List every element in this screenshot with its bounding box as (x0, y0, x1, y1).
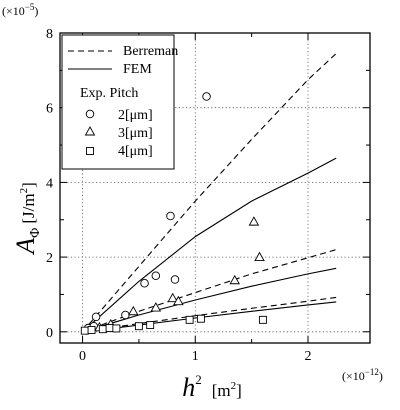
series-layer (82, 53, 337, 333)
data-point-circle (140, 278, 149, 288)
data-point-circle (202, 92, 211, 101)
x-tick-label: 2 (305, 349, 312, 364)
data-point-circle (151, 271, 161, 281)
y-tick-label: 0 (46, 326, 53, 341)
y-tick-label: 6 (46, 102, 53, 117)
legend-label-4um: 4[μm] (118, 144, 153, 159)
plot-frame (59, 32, 371, 344)
fem-curve (82, 157, 337, 333)
legend-label-3um: 3[μm] (118, 126, 153, 141)
data-point-square (134, 322, 143, 331)
legend-square-marker (86, 147, 94, 155)
data-point-triangle (229, 274, 240, 285)
berreman-curve (82, 249, 337, 333)
berreman-curve (82, 296, 337, 333)
legend-label-berreman: Berreman (123, 44, 178, 59)
y-tick-label: 8 (46, 27, 53, 42)
fem-curve (82, 301, 337, 333)
data-point-circle (166, 211, 175, 221)
data-point-circle (170, 275, 180, 284)
x-tick-label: 0 (79, 349, 86, 364)
legend-label-2um: 2[μm] (118, 108, 153, 123)
points-layer (80, 92, 267, 335)
data-point-square (98, 325, 107, 334)
ticks-layer: 0 1 2 0 2 4 6 8 (46, 27, 370, 364)
data-point-triangle (173, 295, 184, 306)
data-point-square (196, 314, 205, 323)
data-point-square (87, 325, 96, 334)
data-point-triangle (254, 251, 265, 262)
y-tick-label: 4 (46, 176, 53, 191)
berreman-curve (82, 53, 337, 333)
legend-points-title: Exp. Pitch (80, 86, 138, 101)
legend-label-fem: FEM (123, 62, 152, 77)
legend-triangle-marker (84, 126, 96, 136)
x-multiplier-label: (×10−12) (342, 367, 383, 383)
data-point-circle (121, 310, 130, 320)
legend-circle-marker (85, 109, 95, 119)
legend-box (61, 34, 175, 170)
x-tick-label: 1 (192, 349, 199, 364)
data-point-circle (91, 312, 101, 322)
y-multiplier-label: (×10−5) (2, 2, 38, 18)
y-tick-label: 2 (46, 251, 53, 266)
data-point-triangle (128, 305, 139, 316)
fem-curve (82, 267, 337, 333)
data-point-square (105, 324, 114, 333)
data-point-square (146, 321, 155, 330)
svg-text:AΦ[J/m2]: AΦ[J/m2] (11, 182, 43, 256)
data-point-square (80, 326, 89, 335)
x-axis-label: h2[m2] (182, 372, 242, 402)
data-point-square (258, 315, 267, 324)
legend: Berreman FEM Exp. Pitch 2[μm] 3[μm] 4[μm… (61, 34, 178, 170)
data-point-triangle (150, 302, 162, 312)
data-point-triangle (167, 292, 178, 303)
y-axis-label: AΦ[J/m2] (11, 182, 43, 256)
data-point-square (185, 315, 194, 324)
data-point-square (112, 324, 121, 333)
data-point-triangle (248, 216, 260, 226)
